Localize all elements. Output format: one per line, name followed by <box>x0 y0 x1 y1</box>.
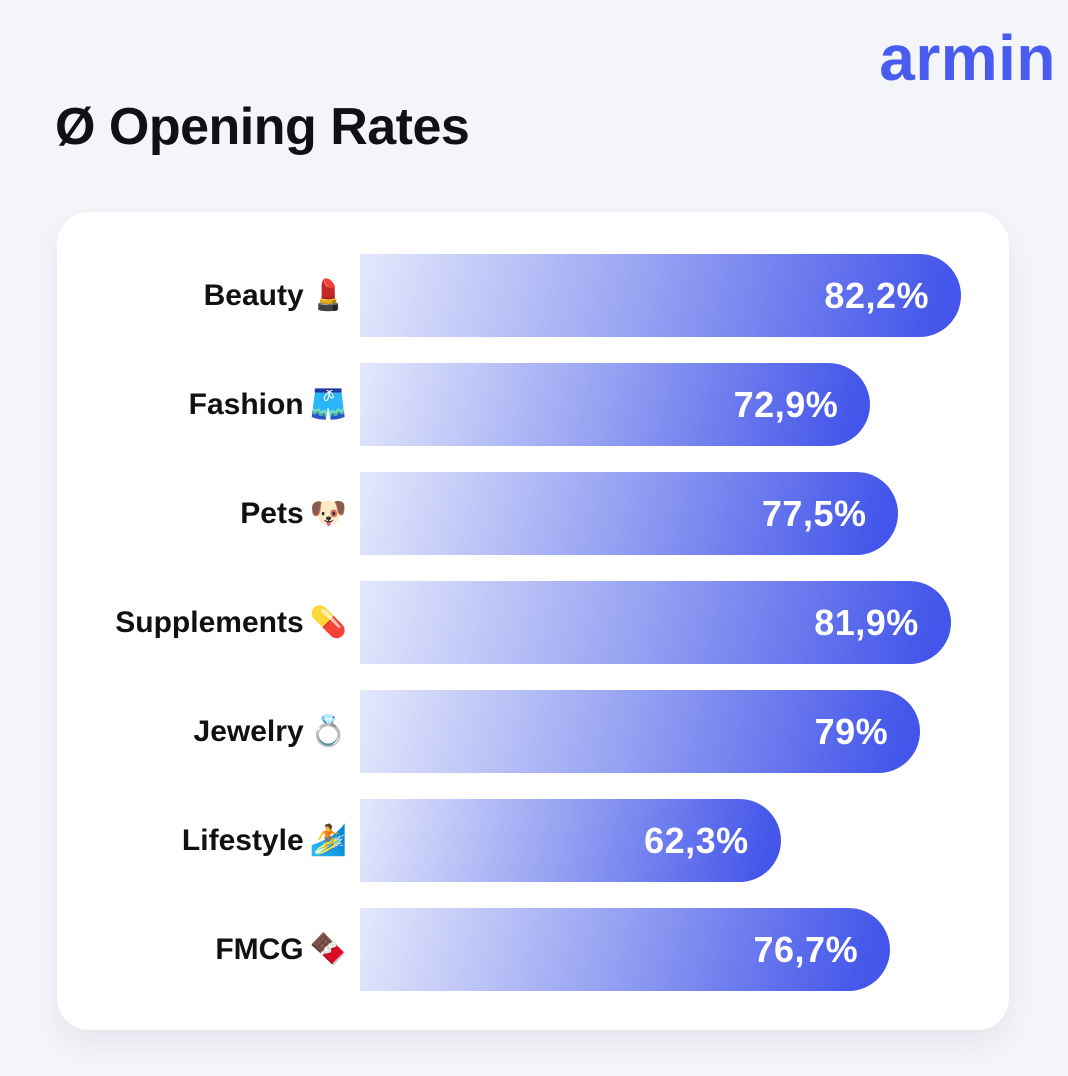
category-label-text: Pets <box>240 497 304 530</box>
bar-value-supplements: 81,9% <box>814 601 919 643</box>
bar-value-jewelry: 79% <box>814 710 889 752</box>
chart-card: Beauty 💄 82,2% Fashion 🩳 72,9% Pets 🐶 77,5%… <box>57 212 1009 1030</box>
bar-track: 81,9% <box>360 581 961 664</box>
ring-icon: 💍 <box>309 715 347 748</box>
category-label-fmcg: FMCG 🍫 <box>81 932 360 967</box>
chart-row-jewelry: Jewelry 💍 79% <box>81 690 961 773</box>
bar-value-lifestyle: 62,3% <box>644 819 749 861</box>
chart-row-supplements: Supplements 💊 81,9% <box>81 581 961 664</box>
bar-track: 76,7% <box>360 908 961 991</box>
category-label-lifestyle: Lifestyle 🏄 <box>81 823 360 858</box>
bar-beauty: 82,2% <box>360 254 961 337</box>
category-label-text: Lifestyle <box>181 824 304 857</box>
bar-pets: 77,5% <box>360 472 899 555</box>
category-label-text: Supplements <box>115 606 304 639</box>
bar-value-fashion: 72,9% <box>733 383 839 425</box>
category-label-text: FMCG <box>215 933 304 966</box>
category-label-fashion: Fashion 🩳 <box>81 387 360 422</box>
chart-row-fashion: Fashion 🩳 72,9% <box>81 363 961 446</box>
chart-row-lifestyle: Lifestyle 🏄 62,3% <box>81 799 961 882</box>
bar-track: 77,5% <box>360 472 961 555</box>
category-label-text: Beauty <box>203 279 304 312</box>
bar-fmcg: 76,7% <box>360 908 891 991</box>
category-label-text: Jewelry <box>193 715 304 748</box>
bar-value-fmcg: 76,7% <box>753 928 859 970</box>
bar-track: 79% <box>360 690 961 773</box>
shorts-icon: 🩳 <box>309 388 347 421</box>
bar-value-pets: 77,5% <box>761 492 867 534</box>
chart-row-pets: Pets 🐶 77,5% <box>81 472 961 555</box>
bar-track: 62,3% <box>360 799 961 882</box>
bar-value-beauty: 82,2% <box>824 274 929 316</box>
lipstick-icon: 💄 <box>309 279 347 312</box>
bar-supplements: 81,9% <box>360 581 951 664</box>
pill-icon: 💊 <box>309 606 347 639</box>
bar-fashion: 72,9% <box>360 363 871 446</box>
chart-row-fmcg: FMCG 🍫 76,7% <box>81 908 961 991</box>
bar-lifestyle: 62,3% <box>360 799 781 882</box>
dog-face-icon: 🐶 <box>309 497 347 530</box>
bar-track: 82,2% <box>360 254 961 337</box>
armin-logo: armin <box>879 22 1056 94</box>
category-label-pets: Pets 🐶 <box>81 496 360 531</box>
category-label-jewelry: Jewelry 💍 <box>81 714 360 749</box>
surfer-icon: 🏄 <box>309 824 347 857</box>
category-label-supplements: Supplements 💊 <box>81 605 360 640</box>
bar-track: 72,9% <box>360 363 961 446</box>
bar-jewelry: 79% <box>360 690 921 773</box>
category-label-text: Fashion <box>188 388 304 421</box>
category-label-beauty: Beauty 💄 <box>81 278 360 313</box>
chart-row-beauty: Beauty 💄 82,2% <box>81 254 961 337</box>
page-title: Ø Opening Rates <box>55 98 470 156</box>
chocolate-bar-icon: 🍫 <box>309 933 347 966</box>
